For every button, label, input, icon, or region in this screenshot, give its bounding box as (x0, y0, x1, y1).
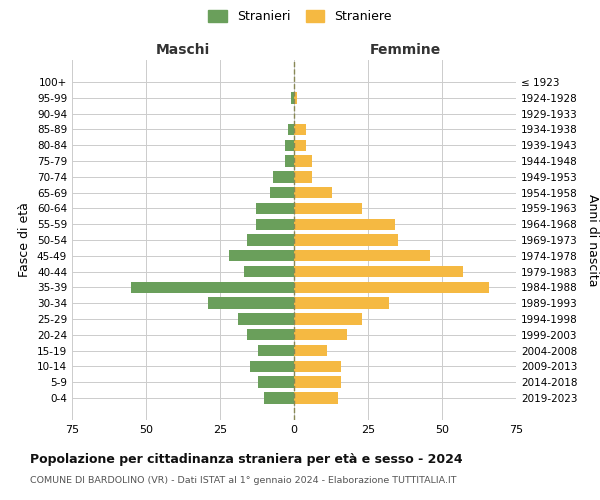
Bar (256, 202, 294, 214)
Bar (294, 187, 332, 198)
Bar (285, 156, 294, 166)
Text: Popolazione per cittadinanza straniera per età e sesso - 2024: Popolazione per cittadinanza straniera p… (30, 452, 463, 466)
Bar (244, 266, 294, 278)
Bar (285, 140, 294, 151)
Bar (250, 360, 294, 372)
Bar (288, 124, 294, 135)
Bar (294, 298, 389, 309)
Bar (294, 314, 362, 324)
Bar (131, 282, 294, 293)
Text: Femmine: Femmine (370, 43, 440, 57)
Y-axis label: Fasce di età: Fasce di età (19, 202, 31, 278)
Legend: Stranieri, Straniere: Stranieri, Straniere (205, 6, 395, 27)
Bar (265, 392, 294, 404)
Text: COMUNE DI BARDOLINO (VR) - Dati ISTAT al 1° gennaio 2024 - Elaborazione TUTTITAL: COMUNE DI BARDOLINO (VR) - Dati ISTAT al… (30, 476, 457, 485)
Y-axis label: Anni di nascita: Anni di nascita (586, 194, 599, 286)
Bar (294, 360, 341, 372)
Bar (294, 92, 297, 104)
Bar (294, 345, 326, 356)
Bar (247, 329, 294, 340)
Bar (294, 392, 338, 404)
Bar (294, 140, 306, 151)
Bar (294, 218, 395, 230)
Bar (294, 124, 306, 135)
Bar (294, 234, 398, 246)
Bar (238, 314, 294, 324)
Bar (294, 329, 347, 340)
Bar (294, 282, 490, 293)
Text: Maschi: Maschi (156, 43, 210, 57)
Bar (208, 298, 294, 309)
Bar (273, 171, 294, 182)
Bar (259, 345, 294, 356)
Bar (294, 171, 312, 182)
Bar (247, 234, 294, 246)
Bar (259, 376, 294, 388)
Bar (294, 266, 463, 278)
Bar (294, 156, 312, 166)
Bar (294, 376, 341, 388)
Bar (256, 218, 294, 230)
Bar (271, 187, 294, 198)
Bar (291, 92, 294, 104)
Bar (294, 202, 362, 214)
Bar (294, 250, 430, 262)
Bar (229, 250, 294, 262)
